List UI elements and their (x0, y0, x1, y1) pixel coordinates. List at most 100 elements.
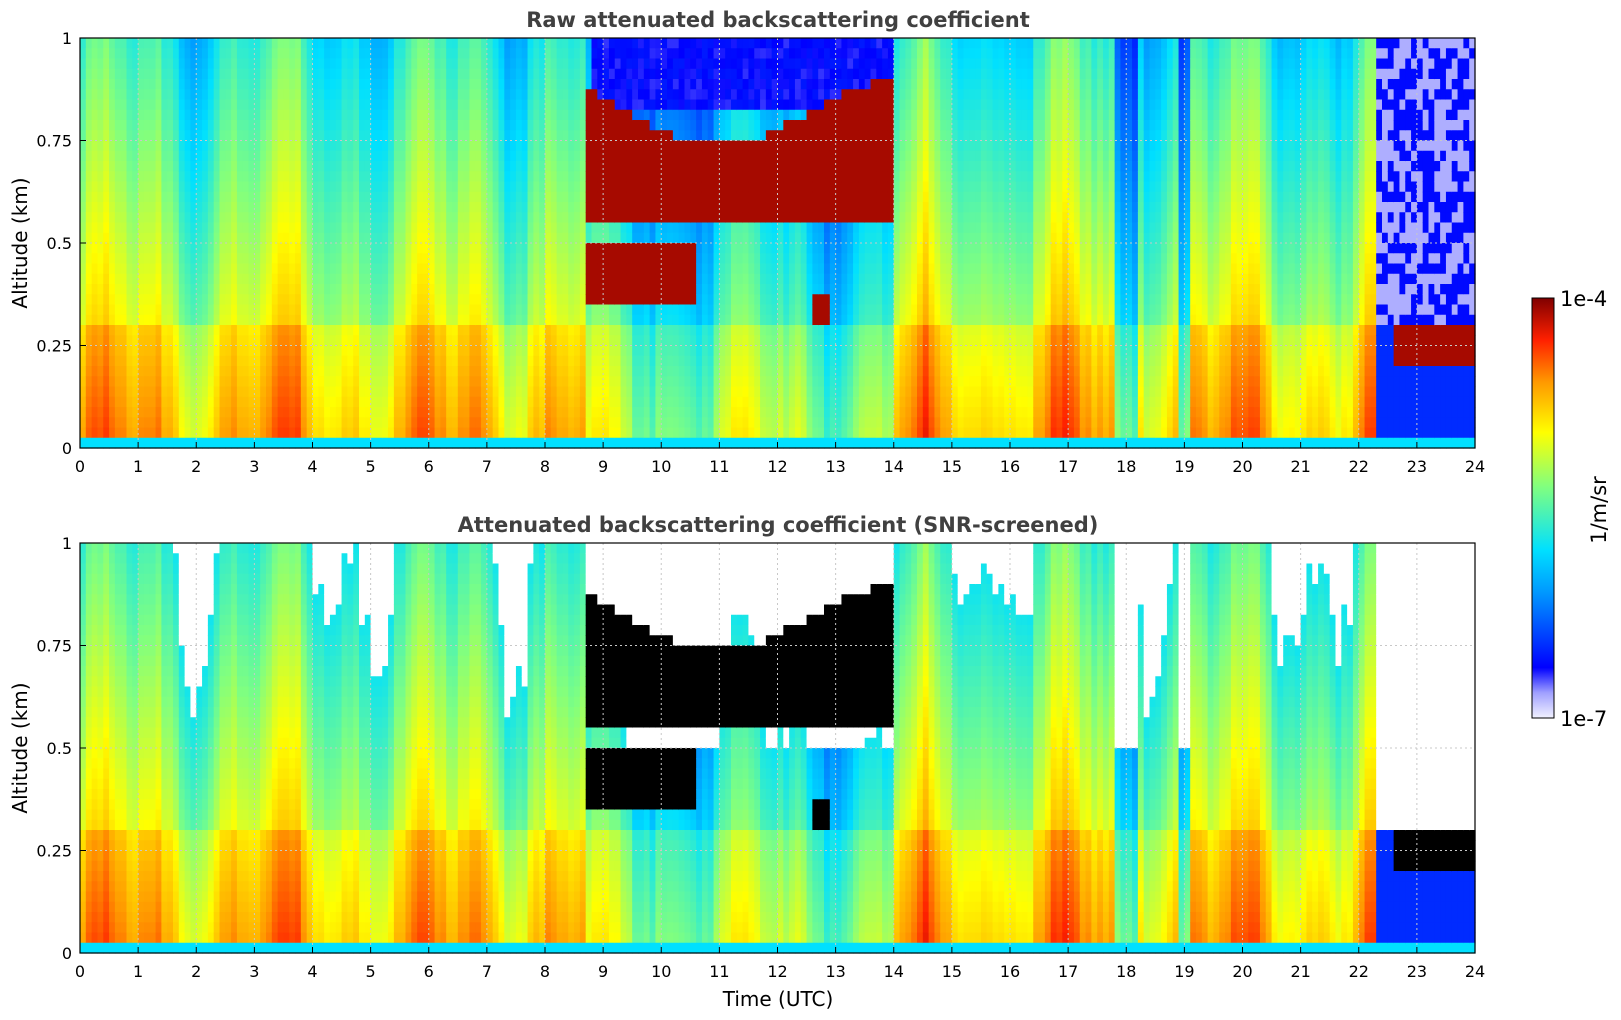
heatmap-cell (359, 304, 366, 316)
heatmap-cell (585, 386, 593, 398)
heatmap-cell (306, 294, 314, 306)
heatmap-cell (469, 89, 476, 101)
heatmap-cell (225, 437, 232, 449)
heatmap-cell (562, 150, 569, 162)
heatmap-cell (661, 99, 668, 111)
heatmap-cell (626, 171, 633, 183)
heatmap-cell (184, 130, 192, 142)
heatmap-cell (777, 284, 784, 295)
heatmap-cell (486, 253, 494, 265)
heatmap-cell (120, 171, 128, 183)
heatmap-cell (515, 212, 523, 224)
heatmap-cell (388, 48, 395, 60)
heatmap-cell (713, 161, 720, 172)
heatmap-cell (701, 140, 709, 152)
heatmap-cell (789, 263, 796, 275)
heatmap-cell (318, 284, 325, 295)
heatmap-cell (684, 68, 691, 80)
heatmap-cell (794, 253, 802, 265)
heatmap-cell (550, 130, 558, 142)
heatmap-cell (492, 202, 500, 213)
heatmap-cell (173, 232, 180, 244)
heatmap-cell (306, 202, 314, 213)
heatmap-cell (515, 304, 523, 316)
heatmap-cell (521, 222, 529, 234)
heatmap-cell (219, 150, 226, 162)
heatmap-cell (370, 294, 378, 306)
heatmap-cell (608, 335, 616, 347)
heatmap-cell (568, 427, 575, 439)
heatmap-cell (266, 161, 273, 172)
heatmap-cell (341, 376, 348, 388)
heatmap-cell (765, 243, 773, 254)
heatmap-cell (597, 79, 604, 90)
heatmap-cell (457, 263, 465, 275)
heatmap-cell (306, 366, 314, 377)
heatmap-cell (149, 79, 157, 90)
heatmap-cell (707, 181, 715, 193)
heatmap-cell (126, 79, 133, 90)
heatmap-cell (457, 38, 465, 49)
heatmap-cell (178, 99, 186, 111)
heatmap-cell (655, 386, 662, 398)
heatmap-cell (434, 140, 441, 152)
heatmap-cell (103, 79, 110, 90)
heatmap-cell (632, 407, 639, 418)
heatmap-cell (539, 427, 546, 439)
heatmap-cell (742, 366, 750, 377)
heatmap-cell (405, 314, 412, 326)
heatmap-cell (521, 427, 529, 439)
heatmap-cell (277, 68, 285, 80)
heatmap-cell (178, 150, 186, 162)
heatmap-cell (271, 89, 279, 101)
heatmap-cell (579, 191, 587, 203)
heatmap-cell (585, 273, 593, 285)
heatmap-cell (713, 130, 720, 142)
heatmap-cell (568, 89, 575, 101)
heatmap-cell (364, 99, 372, 111)
heatmap-cell (504, 150, 511, 162)
heatmap-cell (486, 243, 494, 254)
heatmap-cell (283, 222, 290, 234)
heatmap-cell (760, 243, 767, 254)
heatmap-cell (515, 253, 523, 265)
heatmap-cell (120, 294, 128, 306)
heatmap-cell (707, 437, 715, 449)
heatmap-cell (393, 109, 401, 121)
heatmap-cell (667, 396, 674, 408)
heatmap-cell (312, 335, 319, 347)
heatmap-cell (498, 161, 505, 172)
heatmap-cell (731, 58, 738, 70)
heatmap-cell (684, 407, 691, 418)
heatmap-cell (324, 386, 331, 398)
heatmap-cell (370, 68, 378, 80)
heatmap-cell (184, 304, 192, 316)
heatmap-cell (765, 284, 773, 295)
heatmap-cell (533, 304, 540, 316)
heatmap-cell (748, 417, 755, 429)
heatmap-cell (132, 140, 139, 152)
heatmap-cell (248, 130, 255, 142)
heatmap-cell (143, 417, 151, 429)
heatmap-cell (672, 366, 680, 377)
heatmap-cell (574, 335, 581, 347)
heatmap-cell (422, 386, 430, 398)
heatmap-cell (184, 376, 192, 388)
heatmap-cell (434, 191, 441, 203)
heatmap-cell (109, 253, 116, 265)
heatmap-cell (440, 130, 447, 142)
heatmap-cell (504, 68, 511, 80)
heatmap-cell (266, 202, 273, 213)
heatmap-cell (114, 140, 122, 152)
heatmap-cell (306, 263, 314, 275)
heatmap-cell (591, 202, 598, 213)
heatmap-cell (568, 355, 575, 367)
heatmap-cell (719, 417, 726, 429)
heatmap-cell (643, 427, 651, 439)
heatmap-cell (731, 202, 738, 213)
heatmap-cell (597, 191, 604, 203)
heatmap-cell (510, 335, 517, 347)
heatmap-cell (638, 212, 645, 224)
heatmap-cell (533, 273, 540, 285)
heatmap-cell (736, 427, 744, 439)
